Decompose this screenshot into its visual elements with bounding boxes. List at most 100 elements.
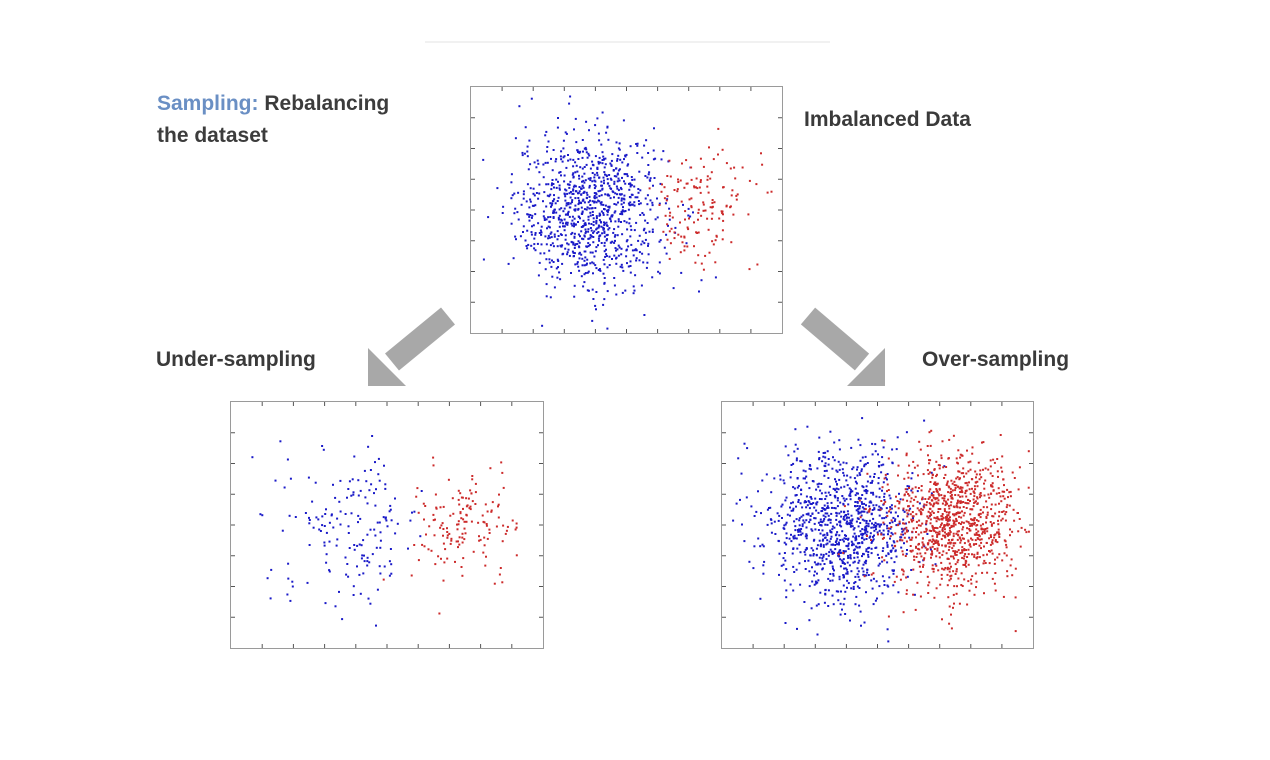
majority-point (852, 535, 855, 538)
minority-point (489, 467, 492, 470)
minority-point (957, 462, 959, 465)
majority-point (835, 518, 838, 521)
majority-point (350, 512, 353, 515)
majority-point (826, 532, 829, 535)
majority-point (588, 207, 591, 210)
majority-point (567, 210, 570, 213)
majority-point (809, 515, 812, 517)
majority-point (582, 219, 585, 222)
majority-point (526, 247, 529, 250)
majority-point (603, 263, 606, 266)
minority-point (973, 519, 975, 522)
majority-point (375, 546, 378, 549)
majority-point (591, 251, 594, 254)
majority-point (770, 522, 773, 525)
majority-point (687, 214, 690, 217)
minority-point (460, 496, 463, 499)
minority-point (917, 474, 919, 477)
minority-point (937, 569, 940, 572)
minority-point (918, 519, 921, 522)
majority-point (589, 204, 592, 206)
majority-point (680, 271, 683, 274)
majority-point (843, 576, 845, 578)
majority-point (620, 253, 623, 256)
minority-point (946, 516, 949, 519)
minority-point (911, 549, 914, 552)
minority-point (677, 205, 680, 208)
minority-point (991, 577, 994, 580)
minority-point (991, 542, 994, 545)
majority-point (839, 565, 842, 568)
majority-point (598, 195, 601, 198)
minority-point (461, 574, 464, 577)
majority-point (572, 172, 575, 175)
majority-point (855, 482, 858, 485)
minority-point (417, 559, 420, 562)
majority-point (835, 491, 838, 493)
minority-point (936, 535, 939, 538)
minority-point (956, 533, 959, 536)
minority-point (869, 507, 871, 510)
majority-point (737, 457, 740, 460)
minority-point (977, 513, 980, 516)
majority-point (546, 227, 548, 230)
majority-point (616, 180, 619, 183)
majority-point (818, 458, 821, 461)
majority-point (350, 494, 353, 497)
majority-point (548, 236, 551, 239)
majority-point (871, 540, 873, 543)
majority-point (893, 519, 896, 522)
majority-point (552, 261, 555, 263)
majority-point (543, 217, 546, 220)
minority-point (937, 499, 940, 502)
majority-point (518, 105, 521, 108)
minority-point (954, 513, 957, 516)
majority-point (612, 169, 615, 171)
minority-point (948, 541, 951, 544)
minority-point (471, 478, 474, 481)
minority-point (982, 468, 984, 471)
majority-point (587, 289, 590, 292)
minority-point (922, 563, 925, 566)
minority-point (927, 517, 930, 520)
majority-point (872, 517, 875, 520)
majority-point (548, 261, 551, 264)
majority-point (526, 229, 529, 232)
majority-point (357, 479, 360, 482)
majority-point (813, 561, 816, 564)
minority-point (945, 519, 948, 521)
majority-point (620, 210, 623, 213)
majority-point (583, 273, 586, 276)
minority-point (461, 541, 464, 544)
minority-point (702, 203, 705, 206)
majority-point (603, 231, 606, 234)
minority-point (478, 535, 480, 538)
majority-point (811, 566, 813, 569)
minority-point (948, 579, 951, 582)
majority-point (576, 262, 579, 265)
majority-point (553, 194, 555, 197)
minority-point (948, 605, 951, 608)
majority-point (863, 489, 866, 492)
minority-point (1011, 574, 1014, 577)
minority-point (693, 245, 695, 248)
majority-point (886, 545, 889, 548)
minority-point (926, 575, 929, 578)
minority-point (952, 550, 955, 553)
majority-point (605, 253, 608, 256)
majority-point (571, 231, 574, 234)
majority-point (757, 537, 760, 540)
majority-point (878, 514, 881, 517)
majority-point (537, 197, 540, 200)
minority-point (991, 541, 994, 544)
majority-point (606, 213, 609, 216)
minority-point (929, 546, 932, 549)
minority-point (983, 559, 986, 562)
minority-point (711, 240, 714, 243)
majority-point (606, 233, 609, 236)
majority-point (842, 461, 845, 464)
minority-point (973, 492, 976, 495)
majority-point (642, 261, 645, 264)
minority-point (963, 578, 966, 581)
minority-point (668, 159, 671, 162)
